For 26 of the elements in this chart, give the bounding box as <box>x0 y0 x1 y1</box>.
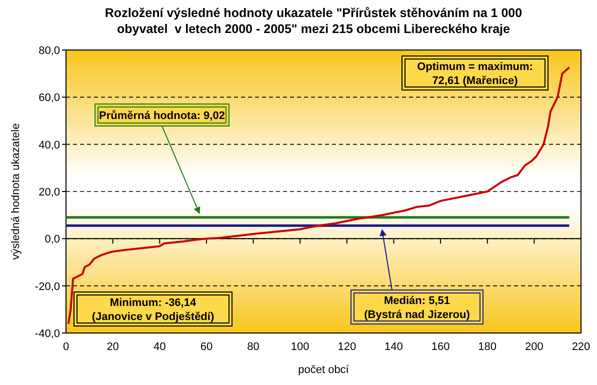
y-tick-label: 0,0 <box>44 234 60 246</box>
x-tick-label: 80 <box>247 341 260 353</box>
x-tick-label: 100 <box>290 341 310 353</box>
chart-title: Rozložení výsledné hodnoty ukazatele "Přírůstek stěhováním na 1 000 obyvatel v letech 2000 - 2005" mezi 215 obcemi Libereckého kraje <box>104 6 522 36</box>
annotation: Medián: 5,51 (Bystrá nad Jizerou) <box>364 295 470 321</box>
x-tick-label: 220 <box>572 341 590 353</box>
x-tick-label: 20 <box>106 341 119 353</box>
y-tick-label: -20,0 <box>34 280 60 293</box>
x-tick-label: 40 <box>154 341 166 353</box>
y-tick-label: 80,0 <box>38 45 60 57</box>
x-tick-label: 200 <box>525 341 544 353</box>
y-tick-label: 60,0 <box>38 92 60 104</box>
x-tick-label: 60 <box>200 341 213 353</box>
x-axis-title: počet obcí <box>298 364 350 376</box>
y-tick-label: 20,0 <box>38 186 60 198</box>
annotation: Minimum: -36,14 (Janovice v Podještědí) <box>92 297 214 323</box>
x-tick-label: 160 <box>431 341 450 353</box>
x-tick-label: 120 <box>338 341 356 353</box>
x-tick-label: 180 <box>478 341 497 353</box>
y-axis-title: výsledná hodnota ukazatele <box>10 123 22 260</box>
y-tick-label: 40,0 <box>38 139 60 152</box>
x-tick-label: 140 <box>384 341 403 353</box>
x-tick-label: 0 <box>62 341 70 353</box>
y-tick-label: -40,0 <box>34 328 60 340</box>
annotation: Optimum = maximum: 72,61 (Mařenice) <box>417 61 533 87</box>
annotation: Průměrná hodnota: 9,02 <box>99 110 225 122</box>
